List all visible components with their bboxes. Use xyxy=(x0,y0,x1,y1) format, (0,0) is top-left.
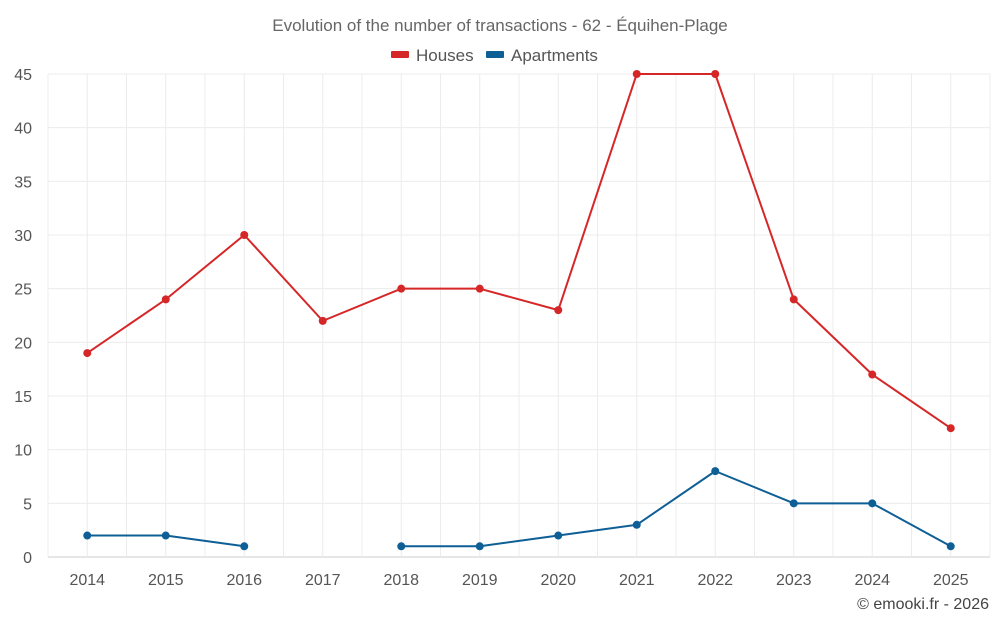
legend-swatch-houses xyxy=(391,51,409,58)
legend-item-apartments[interactable]: Apartments xyxy=(486,46,598,65)
data-point-houses[interactable] xyxy=(946,424,955,433)
data-point-houses[interactable] xyxy=(554,306,563,315)
credit-text: © emooki.fr - 2026 xyxy=(857,596,989,613)
series-group xyxy=(83,70,955,551)
x-tick-label: 2023 xyxy=(776,572,812,589)
y-tick-label: 5 xyxy=(23,496,32,513)
y-tick-label: 25 xyxy=(14,282,32,299)
legend-label-apartments: Apartments xyxy=(511,46,598,65)
x-tick-label: 2017 xyxy=(305,572,341,589)
legend-label-houses: Houses xyxy=(416,46,474,65)
data-point-houses[interactable] xyxy=(789,295,798,304)
y-tick-label: 40 xyxy=(14,121,32,138)
x-tick-label: 2018 xyxy=(383,572,419,589)
x-tick-label: 2021 xyxy=(619,572,655,589)
grid xyxy=(47,73,991,558)
data-point-houses[interactable] xyxy=(240,231,249,239)
legend-swatch-apartments xyxy=(486,51,504,58)
x-tick-label: 2025 xyxy=(933,572,969,589)
data-point-apartments[interactable] xyxy=(161,531,170,540)
data-point-houses[interactable] xyxy=(397,284,406,293)
data-point-apartments[interactable] xyxy=(397,542,406,551)
series-line-houses xyxy=(86,73,952,430)
data-point-houses[interactable] xyxy=(632,70,641,78)
data-point-apartments[interactable] xyxy=(632,520,641,529)
y-tick-label: 35 xyxy=(14,174,32,191)
y-tick-label: 30 xyxy=(14,228,32,245)
y-tick-label: 10 xyxy=(14,443,32,460)
series-houses xyxy=(83,70,955,433)
y-axis: 0 5 10 15 20 25 30 35 40 45 xyxy=(14,67,32,567)
y-tick-label: 20 xyxy=(14,335,32,352)
legend-item-houses[interactable]: Houses xyxy=(391,46,474,65)
x-tick-label: 2015 xyxy=(148,572,184,589)
data-point-apartments[interactable] xyxy=(554,531,563,540)
data-point-houses[interactable] xyxy=(868,370,877,379)
x-tick-label: 2022 xyxy=(697,572,733,589)
series-line-apartments xyxy=(401,470,952,548)
chart-title: Evolution of the number of transactions … xyxy=(272,16,728,35)
data-point-houses[interactable] xyxy=(318,316,327,325)
data-point-apartments[interactable] xyxy=(868,499,877,508)
data-point-houses[interactable] xyxy=(711,70,720,78)
series-apartments xyxy=(83,467,955,551)
y-tick-label: 15 xyxy=(14,389,32,406)
data-point-apartments[interactable] xyxy=(711,467,720,476)
y-tick-label: 45 xyxy=(14,67,32,84)
data-point-apartments[interactable] xyxy=(83,531,92,540)
data-point-apartments[interactable] xyxy=(240,542,249,551)
data-point-houses[interactable] xyxy=(83,349,92,358)
data-point-houses[interactable] xyxy=(475,284,484,293)
x-tick-label: 2014 xyxy=(69,572,105,589)
data-point-apartments[interactable] xyxy=(789,499,798,508)
x-tick-label: 2020 xyxy=(540,572,576,589)
x-tick-label: 2016 xyxy=(226,572,262,589)
y-tick-label: 0 xyxy=(23,550,32,567)
legend: Houses Apartments xyxy=(391,46,598,65)
data-point-apartments[interactable] xyxy=(475,542,484,551)
x-axis: 2014 2015 2016 2017 2018 2019 2020 2021 2022 2023… xyxy=(69,572,968,589)
data-point-houses[interactable] xyxy=(161,295,170,304)
x-tick-label: 2019 xyxy=(462,572,498,589)
data-point-apartments[interactable] xyxy=(946,542,955,551)
x-tick-label: 2024 xyxy=(854,572,890,589)
